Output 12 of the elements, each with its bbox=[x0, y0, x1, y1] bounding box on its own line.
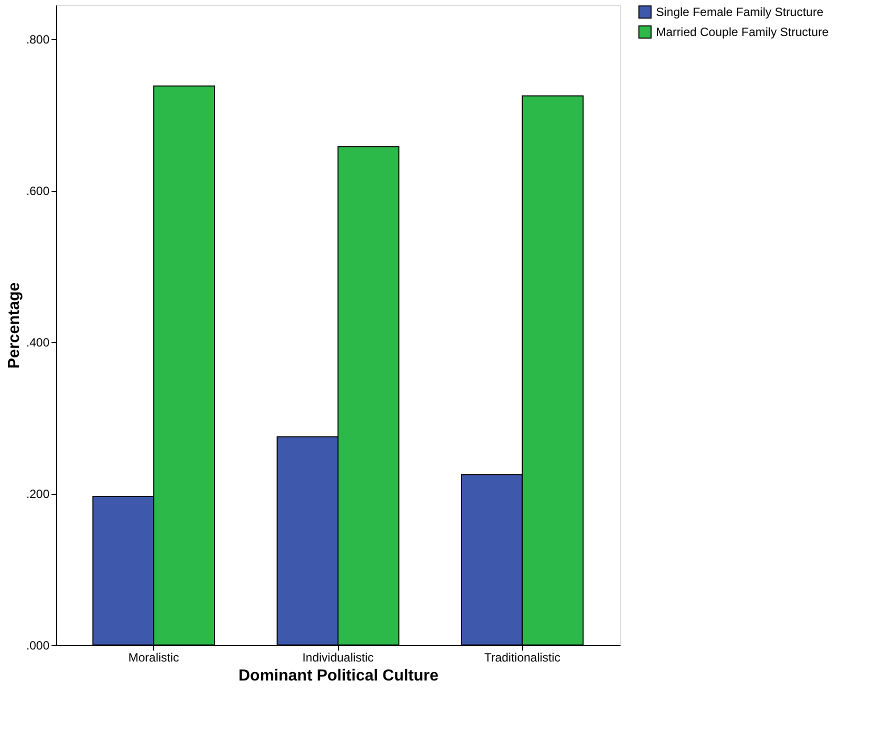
x-tick-label: Individualistic bbox=[302, 650, 374, 664]
y-tick-label: .000 bbox=[26, 638, 50, 652]
y-tick-label: .600 bbox=[26, 184, 50, 198]
legend-label: Single Female Family Structure bbox=[656, 5, 824, 19]
y-axis-title: Percentage bbox=[6, 282, 24, 369]
x-tick-label: Moralistic bbox=[128, 650, 180, 664]
y-tick-label: .800 bbox=[26, 32, 50, 47]
legend-label: Married Couple Family Structure bbox=[656, 25, 830, 39]
y-tick-label: .400 bbox=[26, 336, 50, 350]
x-axis-title: Dominant Political Culture bbox=[238, 668, 439, 684]
y-tick-label: .200 bbox=[26, 487, 50, 502]
x-tick-label: Traditionalistic bbox=[484, 650, 560, 664]
